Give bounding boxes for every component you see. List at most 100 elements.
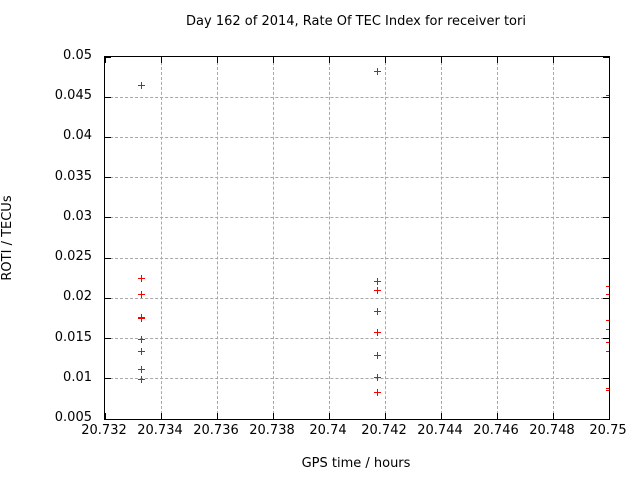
- x-tick-label: 20.748: [529, 423, 575, 438]
- x-tick-mark: [272, 413, 274, 419]
- data-point-marker: [606, 291, 609, 298]
- gridline-horizontal: [105, 136, 609, 138]
- x-tick-label: 20.744: [417, 423, 463, 438]
- data-point-marker: [138, 366, 146, 374]
- data-point-marker: [138, 375, 146, 383]
- y-tick-label: 0.045: [54, 88, 92, 104]
- data-point-marker: [138, 347, 146, 355]
- data-point-marker: [373, 374, 381, 382]
- gridline-vertical: [160, 57, 162, 419]
- x-tick-mark: [440, 413, 442, 419]
- x-tick-mark: [105, 413, 106, 419]
- x-tick-mark: [552, 57, 554, 63]
- y-tick-label: 0.03: [63, 208, 92, 224]
- data-point-marker: [606, 317, 609, 324]
- gridline-horizontal: [105, 96, 609, 98]
- data-point-marker: [138, 315, 146, 323]
- y-tick-label: 0.035: [54, 168, 92, 184]
- x-tick-label: 20.74: [309, 423, 347, 438]
- data-point-marker: [373, 352, 381, 360]
- y-tick-mark: [603, 378, 609, 380]
- x-tick-mark: [105, 57, 106, 63]
- gridline-vertical: [328, 57, 330, 419]
- gridline-vertical: [384, 57, 386, 419]
- y-tick-mark: [105, 257, 111, 259]
- x-tick-mark: [384, 413, 386, 419]
- y-tick-label: 0.04: [63, 128, 92, 144]
- data-point-marker: [373, 68, 381, 76]
- x-tick-label: 20.738: [249, 423, 295, 438]
- y-tick-mark: [603, 257, 609, 259]
- chart-title: Day 162 of 2014, Rate Of TEC Index for r…: [186, 14, 526, 29]
- y-tick-mark: [105, 177, 111, 179]
- data-point-marker: [606, 348, 609, 355]
- data-point-marker: [606, 92, 609, 99]
- x-tick-mark: [272, 57, 274, 63]
- y-axis-label: ROTI / TECUs: [0, 195, 15, 281]
- x-tick-label: 20.75: [589, 423, 627, 438]
- x-tick-label: 20.734: [137, 423, 183, 438]
- gridline-vertical: [216, 57, 218, 419]
- data-point-marker: [606, 387, 609, 394]
- gridline-horizontal: [105, 297, 609, 299]
- y-tick-label: 0.015: [54, 329, 92, 345]
- y-tick-mark: [105, 217, 111, 219]
- plot-area: [104, 56, 610, 420]
- y-tick-mark: [603, 217, 609, 219]
- y-tick-mark: [105, 378, 111, 380]
- gridline-horizontal: [105, 217, 609, 219]
- y-tick-mark: [105, 136, 111, 138]
- data-point-marker: [138, 82, 146, 90]
- x-tick-mark: [496, 413, 498, 419]
- y-tick-mark: [105, 57, 111, 58]
- x-tick-mark: [160, 413, 162, 419]
- x-tick-mark: [216, 413, 218, 419]
- data-point-marker: [606, 339, 609, 346]
- x-tick-mark: [216, 57, 218, 63]
- y-tick-mark: [603, 136, 609, 138]
- y-tick-mark: [603, 96, 609, 98]
- y-tick-mark: [105, 297, 111, 299]
- y-tick-mark: [603, 177, 609, 179]
- data-point-marker: [606, 385, 609, 392]
- y-tick-mark: [603, 338, 609, 340]
- x-tick-mark: [160, 57, 162, 63]
- y-tick-mark: [603, 418, 609, 419]
- y-tick-mark: [603, 297, 609, 299]
- data-point-marker: [606, 283, 609, 290]
- x-axis-label: GPS time / hours: [301, 456, 411, 471]
- x-tick-mark: [440, 57, 442, 63]
- data-point-marker: [373, 278, 381, 286]
- data-point-marker: [138, 290, 146, 298]
- y-tick-label: 0.005: [54, 410, 92, 425]
- data-point-marker: [373, 389, 381, 397]
- x-tick-mark: [384, 57, 386, 63]
- y-tick-label: 0.025: [54, 249, 92, 265]
- data-point-marker: [138, 335, 146, 343]
- y-tick-label: 0.02: [63, 289, 92, 305]
- y-tick-label: 0.05: [63, 48, 92, 63]
- data-point-marker: [373, 329, 381, 337]
- x-tick-mark: [328, 57, 330, 63]
- gridline-horizontal: [105, 177, 609, 179]
- y-tick-mark: [105, 338, 111, 340]
- data-point-marker: [373, 287, 381, 295]
- y-tick-mark: [105, 96, 111, 98]
- x-tick-mark: [608, 413, 609, 419]
- data-point-marker: [606, 326, 609, 333]
- y-tick-mark: [603, 57, 609, 58]
- data-point-marker: [373, 308, 381, 316]
- gridline-vertical: [552, 57, 554, 419]
- data-point-marker: [138, 275, 146, 283]
- y-tick-label: 0.01: [63, 369, 92, 385]
- y-tick-mark: [105, 418, 111, 419]
- x-tick-mark: [328, 413, 330, 419]
- x-tick-mark: [496, 57, 498, 63]
- gridline-horizontal: [105, 338, 609, 340]
- x-tick-label: 20.736: [193, 423, 239, 438]
- gridline-horizontal: [105, 378, 609, 380]
- x-tick-mark: [552, 413, 554, 419]
- x-tick-label: 20.746: [473, 423, 519, 438]
- gridline-vertical: [272, 57, 274, 419]
